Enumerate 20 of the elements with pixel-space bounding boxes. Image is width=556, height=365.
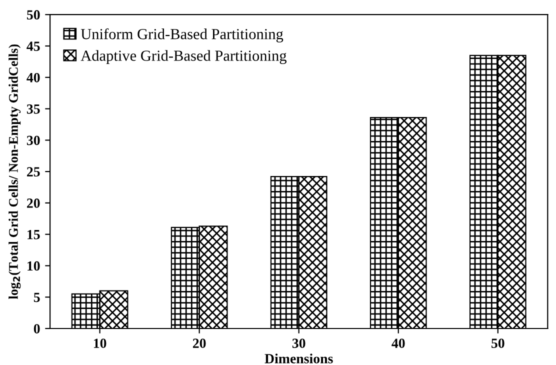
x-tick-label: 20	[192, 338, 206, 348]
y-tick-label: 5	[34, 292, 40, 302]
y-axis-title: log$_{2}$(Total Grid Cells/ Non-Empty GridCells)	[8, 44, 21, 300]
x-axis-title: Dimensions	[264, 354, 333, 364]
x-tick-label: 10	[94, 338, 106, 348]
x-tick-label: 30	[292, 338, 306, 348]
y-tick-label: 40	[26, 72, 40, 82]
y-tick-label: 20	[27, 198, 40, 208]
y-tick-label: 50	[26, 10, 40, 20]
x-tick-label: 50	[492, 338, 504, 348]
legend-label: Adaptive Grid-Based Partitioning	[80, 50, 287, 64]
y-tick-label: 10	[28, 261, 40, 271]
y-tick-label: 35	[26, 104, 40, 114]
x-tick-label: 40	[392, 338, 405, 348]
y-tick-label: 30	[26, 136, 40, 146]
y-tick-label: 0	[34, 324, 40, 334]
y-tick-label: 25	[27, 167, 40, 177]
y-tick-label: 15	[28, 230, 40, 240]
legend-label: Uniform Grid-Based Partitioning	[80, 28, 284, 42]
y-tick-label: 45	[26, 42, 40, 51]
